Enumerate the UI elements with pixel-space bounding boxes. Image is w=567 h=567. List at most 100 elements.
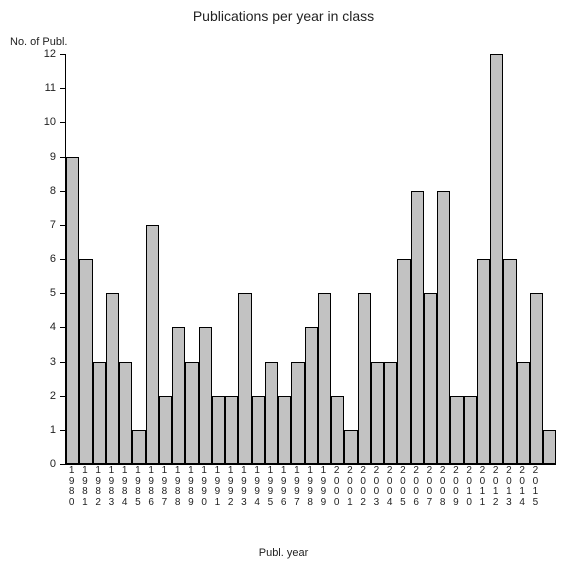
bar-slot: [106, 54, 119, 464]
bar-slot: [119, 54, 132, 464]
x-tick-label: 1 9 8 3: [105, 466, 118, 508]
bar: [318, 293, 331, 464]
bar: [212, 396, 225, 464]
bar-slot: [212, 54, 225, 464]
bar: [543, 430, 556, 464]
x-tick-label: 2 0 1 0: [463, 466, 476, 508]
bar: [79, 259, 92, 464]
y-tick: [60, 157, 66, 158]
x-tick-label: [542, 466, 555, 508]
x-tick-label: 1 9 9 8: [304, 466, 317, 508]
bar: [331, 396, 344, 464]
x-tick-label: 1 9 8 9: [184, 466, 197, 508]
bar: [384, 362, 397, 465]
bar-slot: [331, 54, 344, 464]
x-tick-label: 1 9 8 7: [158, 466, 171, 508]
bar: [172, 327, 185, 464]
bar: [199, 327, 212, 464]
bar: [278, 396, 291, 464]
bar: [477, 259, 490, 464]
y-tick-label: 8: [26, 185, 56, 197]
bar: [464, 396, 477, 464]
bar: [119, 362, 132, 465]
y-tick-label: 12: [26, 48, 56, 60]
y-tick: [60, 225, 66, 226]
x-tick-label: 1 9 9 6: [277, 466, 290, 508]
y-tick: [60, 293, 66, 294]
y-tick-label: 7: [26, 219, 56, 231]
x-tick-label: 2 0 0 6: [410, 466, 423, 508]
bar-slot: [437, 54, 450, 464]
x-tick-label: 1 9 9 5: [264, 466, 277, 508]
y-tick-label: 3: [26, 356, 56, 368]
x-tick-label: 2 0 1 2: [489, 466, 502, 508]
x-tick-label: 1 9 9 4: [251, 466, 264, 508]
y-tick-label: 1: [26, 424, 56, 436]
y-tick-label: 5: [26, 287, 56, 299]
x-tick-label: 2 0 1 5: [529, 466, 542, 508]
x-tick-label: 1 9 8 0: [65, 466, 78, 508]
x-tick-label: 2 0 1 1: [476, 466, 489, 508]
y-tick: [60, 259, 66, 260]
x-tick-label: 1 9 8 2: [92, 466, 105, 508]
x-tick-label: 2 0 1 4: [516, 466, 529, 508]
bar: [159, 396, 172, 464]
bar-slot: [146, 54, 159, 464]
bar: [490, 54, 503, 464]
x-tick-label: 1 9 8 5: [131, 466, 144, 508]
bar: [397, 259, 410, 464]
bar-slot: [305, 54, 318, 464]
bar-slot: [199, 54, 212, 464]
x-tick-label: 2 0 0 2: [357, 466, 370, 508]
y-tick: [60, 122, 66, 123]
y-tick-label: 10: [26, 116, 56, 128]
y-tick-label: 11: [26, 82, 56, 94]
bar-slot: [358, 54, 371, 464]
bar-slot: [503, 54, 516, 464]
bar-slot: [159, 54, 172, 464]
x-tick-label: 1 9 9 7: [290, 466, 303, 508]
bar-slot: [384, 54, 397, 464]
bar-slot: [397, 54, 410, 464]
bar-slot: [344, 54, 357, 464]
bar: [358, 293, 371, 464]
bar-slot: [238, 54, 251, 464]
y-tick-label: 6: [26, 253, 56, 265]
bar: [530, 293, 543, 464]
bar-slot: [450, 54, 463, 464]
bar-slot: [132, 54, 145, 464]
x-tick-label: 1 9 8 4: [118, 466, 131, 508]
x-tick-label: 2 0 1 3: [502, 466, 515, 508]
y-tick-label: 0: [26, 458, 56, 470]
bar: [437, 191, 450, 464]
y-tick: [60, 191, 66, 192]
y-tick: [60, 362, 66, 363]
bar-slot: [411, 54, 424, 464]
x-tick-labels: 1 9 8 01 9 8 11 9 8 21 9 8 31 9 8 41 9 8…: [65, 466, 555, 508]
bar-slot: [185, 54, 198, 464]
y-tick: [60, 464, 66, 465]
bar-slot: [252, 54, 265, 464]
bar-slot: [79, 54, 92, 464]
bar-slot: [464, 54, 477, 464]
bar: [225, 396, 238, 464]
bar-slot: [517, 54, 530, 464]
y-tick-label: 9: [26, 151, 56, 163]
bar-slot: [543, 54, 556, 464]
x-tick-label: 1 9 9 9: [317, 466, 330, 508]
bar-slot: [490, 54, 503, 464]
bar-slot: [318, 54, 331, 464]
y-tick-label: 2: [26, 390, 56, 402]
bar-slot: [278, 54, 291, 464]
y-tick: [60, 396, 66, 397]
bar-slot: [530, 54, 543, 464]
x-tick-label: 1 9 9 3: [237, 466, 250, 508]
x-tick-label: 2 0 0 1: [343, 466, 356, 508]
bar: [106, 293, 119, 464]
x-tick-label: 2 0 0 3: [370, 466, 383, 508]
bar: [450, 396, 463, 464]
x-tick-label: 1 9 9 0: [198, 466, 211, 508]
x-tick-label: 1 9 8 8: [171, 466, 184, 508]
x-tick-label: 2 0 0 8: [436, 466, 449, 508]
bar: [517, 362, 530, 465]
